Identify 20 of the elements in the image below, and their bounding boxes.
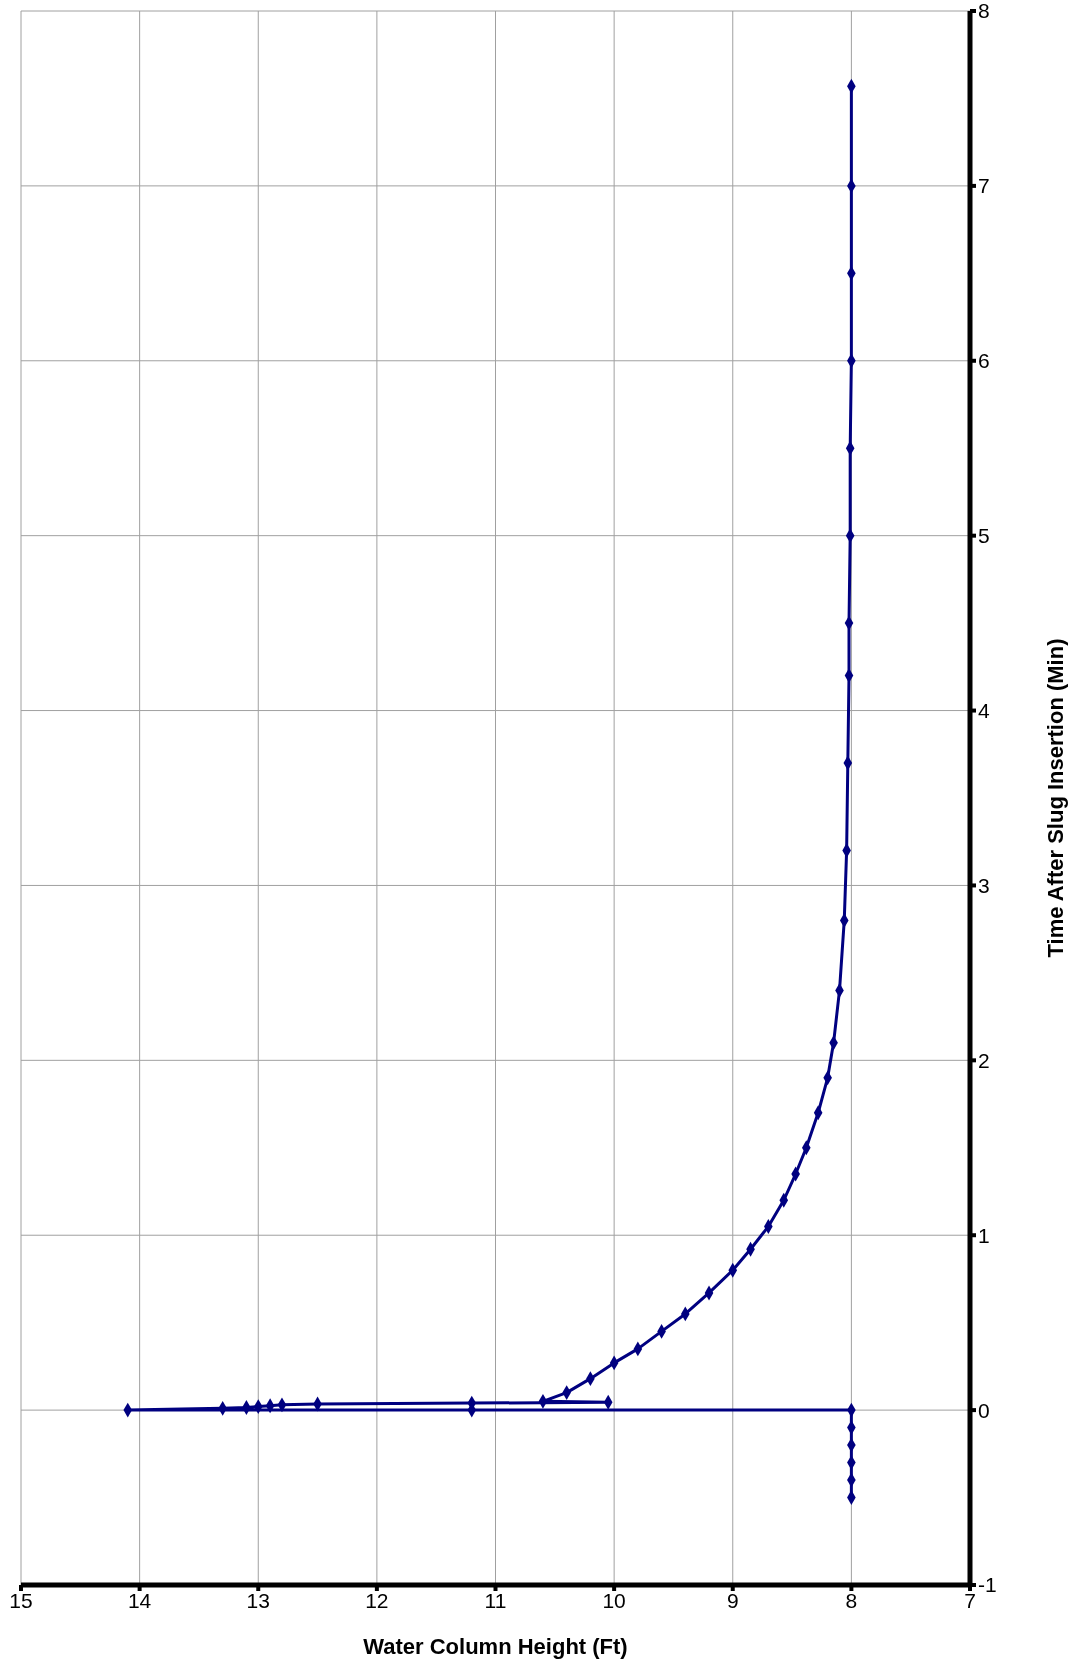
y-axis-title: Time After Slug Insertion (Min) [1042, 638, 1068, 958]
x-tick-label: 10 [602, 1588, 626, 1612]
y-tick-label: 2 [978, 1048, 990, 1072]
y-tick-label: 8 [978, 0, 990, 23]
y-tick-label: -1 [978, 1573, 997, 1597]
y-tick-label: 7 [978, 174, 990, 198]
y-tick-label: 3 [978, 873, 990, 897]
x-axis-title: Water Column Height (Ft) [363, 1634, 628, 1659]
x-tick-label: 8 [845, 1588, 858, 1612]
y-tick-label: 4 [978, 699, 990, 723]
y-tick-label: 5 [978, 524, 990, 548]
x-tick-label: 13 [246, 1588, 270, 1612]
x-tick-label: 9 [726, 1588, 739, 1612]
x-tick-label: 12 [365, 1588, 389, 1612]
y-tick-label: 1 [978, 1223, 990, 1247]
x-tick-label: 15 [9, 1588, 33, 1612]
x-tick-label: 11 [484, 1588, 507, 1612]
x-tick-label: 14 [127, 1588, 152, 1612]
y-tick-label: 6 [978, 349, 990, 373]
y-tick-label: 0 [978, 1398, 990, 1422]
